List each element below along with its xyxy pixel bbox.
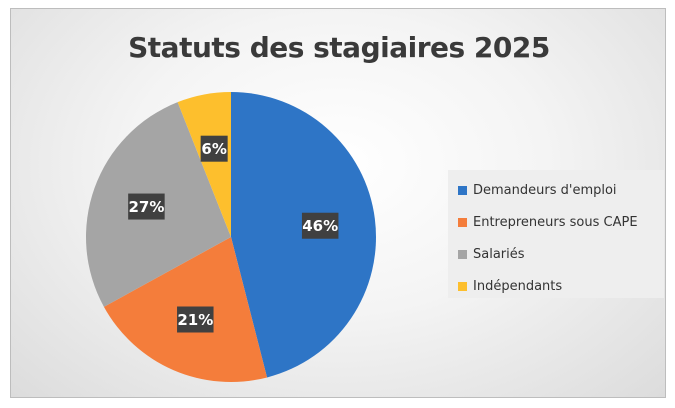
data-label-text: 21% (177, 311, 213, 329)
chart-title: Statuts des stagiaires 2025 (128, 31, 550, 64)
data-label-text: 27% (128, 198, 164, 216)
data-label-text: 6% (201, 140, 226, 158)
legend-swatch (458, 185, 467, 195)
pie-chart: 46% 21% 27% 6% (85, 92, 376, 382)
chart-area: Statuts des stagiaires 2025 46% 21% 27% 6% … (10, 8, 666, 398)
data-label-text: 46% (302, 217, 338, 235)
legend-swatch (458, 217, 467, 227)
slice-independants (177, 92, 231, 237)
legend-label: Salariés (473, 246, 525, 262)
legend-swatch (458, 249, 467, 259)
legend-item-independants: Indépendants (458, 276, 562, 296)
data-label: 27% (128, 193, 165, 220)
legend-label: Indépendants (473, 278, 563, 294)
data-label-box (200, 135, 228, 162)
data-label: 6% (200, 135, 228, 162)
legend-swatch (458, 281, 467, 291)
data-label: 21% (177, 306, 214, 333)
data-label-box (301, 212, 339, 239)
legend-label: Demandeurs d'emploi (473, 182, 617, 198)
legend-label: Entrepreneurs sous CAPE (473, 214, 638, 230)
legend-item-entrepreneurs: Entrepreneurs sous CAPE (458, 212, 638, 232)
data-label-box (177, 306, 214, 333)
data-label-box (128, 193, 165, 220)
data-label: 46% (301, 212, 339, 239)
legend-item-salaries: Salariés (458, 244, 525, 264)
chart-legend: Demandeurs d'emploi Entrepreneurs sous C… (448, 170, 664, 298)
legend-item-demandeurs: Demandeurs d'emploi (458, 180, 617, 200)
